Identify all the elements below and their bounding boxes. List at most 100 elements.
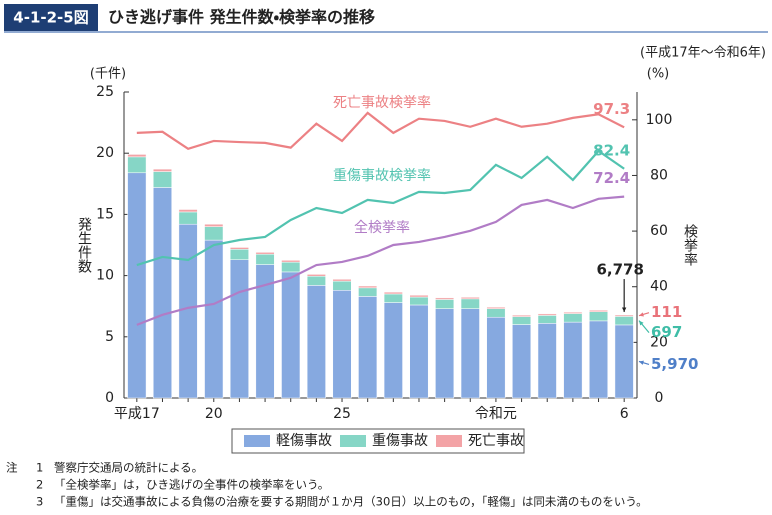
bar-segment (255, 252, 275, 255)
chart-title: ひき逃げ事件 発生件数・検挙率の推移 (108, 8, 375, 27)
annotation-arrowhead (639, 360, 644, 365)
bar-segment (358, 285, 378, 289)
bar-segment (332, 290, 352, 399)
x-tick-label: 20 (205, 406, 223, 422)
legend-swatch (436, 435, 462, 447)
bar-segment (204, 226, 224, 241)
bar-segment (229, 249, 249, 260)
bar-segment (178, 211, 198, 225)
legend-box (231, 428, 525, 454)
bar-segment (152, 168, 172, 172)
bar-segment (127, 156, 147, 174)
y2-tick-label: 60 (650, 223, 668, 239)
bar-segment (512, 324, 532, 399)
line-end-value: 97.3 (593, 100, 630, 118)
y2-tick-label: 80 (650, 167, 668, 183)
line-label: 死亡事故検挙率 (333, 95, 431, 111)
y-tick-label: 15 (96, 206, 114, 222)
bar-segment (486, 308, 506, 318)
bar-segment (358, 296, 378, 399)
y-tick-label: 10 (96, 268, 114, 284)
bar-segment (127, 172, 147, 399)
y-tick-label: 0 (105, 390, 114, 406)
y2-tick-label: 20 (650, 334, 668, 350)
bar-segment (383, 291, 403, 295)
bar-segment (255, 253, 275, 265)
bar-segment (178, 223, 198, 399)
bar-segment (435, 297, 455, 300)
y2-tick-label: 0 (655, 390, 664, 406)
line-end-value: 72.4 (593, 169, 630, 187)
bar-segment (512, 316, 532, 325)
bar-segment (306, 275, 326, 286)
bar-segment (409, 294, 429, 298)
annotation-arrowhead (622, 307, 627, 313)
x-tick-label: 25 (333, 406, 351, 422)
bar-segment (614, 316, 634, 326)
bar-segment (409, 296, 429, 306)
bar-segment (383, 302, 403, 399)
figure-number-box (4, 4, 98, 31)
bar-segment (486, 316, 506, 399)
bar-segment (229, 247, 249, 250)
y2-tick-label: 40 (650, 279, 668, 295)
legend-swatch (340, 435, 366, 447)
notes: 注 1 警察庁交通局の統計による。 2 「全検挙率」は，ひき逃げの全事件の検挙率をいう。… (6, 461, 648, 509)
bar-end-label: 697 (651, 323, 682, 341)
x-tick-label: 平成17 (114, 406, 160, 422)
bar-segment (614, 324, 634, 399)
note-number: 2 (36, 478, 43, 492)
line-label: 全検挙率 (354, 220, 410, 236)
notes-label: 注 (6, 461, 18, 475)
note-number: 3 (36, 495, 43, 509)
period: (平成17年～令和6年) (640, 46, 766, 61)
bar-segment (127, 154, 147, 158)
legend-label: 死亡事故 (468, 433, 524, 449)
legend-swatch (244, 435, 270, 447)
bar-segment (563, 321, 583, 399)
y-tick-label: 5 (105, 329, 114, 345)
legend: 軽傷事故 重傷事故 死亡事故 (244, 433, 524, 449)
line-label: 重傷事故検挙率 (333, 168, 431, 184)
bar-segment (563, 313, 583, 323)
plot: 0 5 10 15 20 25 0 20 40 60 80 100 平成17 20 25 令和元 6 死亡事故検挙… (96, 84, 698, 422)
bar-segment (152, 171, 172, 188)
bar-segment (537, 313, 557, 316)
bar-segment (229, 259, 249, 399)
bar-segment (537, 315, 557, 324)
rate-line (136, 149, 625, 267)
note-text: 「全検挙率」は，ひき逃げの全事件の検挙率をいう。 (54, 478, 329, 492)
annotation-arrowhead (639, 312, 644, 317)
bar-segment (614, 314, 634, 317)
rate-line (136, 111, 625, 150)
bar-segment (358, 287, 378, 297)
bar-segment (178, 209, 198, 213)
y-tick-label: 20 (96, 145, 114, 161)
bar-segment (435, 299, 455, 309)
bar-segment (460, 298, 480, 309)
bar-segment (486, 306, 506, 309)
figure-number: 4-1-2-5図 (13, 9, 88, 27)
y-axis-title: 発生件数 (76, 217, 92, 273)
bar-segment (563, 311, 583, 314)
bar-segment (152, 187, 172, 399)
bar-segment (204, 223, 224, 227)
note-text: 「重傷」は交通事故による負傷の治療を要する期間が１か月（30日）以上のもの，「軽… (54, 495, 648, 509)
x-tick-label: 6 (620, 406, 629, 422)
bar-segment (512, 314, 532, 317)
bar-segment (409, 304, 429, 399)
bar-segment (306, 285, 326, 399)
bar-end-label: 111 (651, 303, 682, 321)
legend-label: 軽傷事故 (276, 433, 332, 449)
note-text: 警察庁交通局の統計による。 (54, 461, 203, 475)
bar-segment (435, 308, 455, 399)
rate-line (136, 195, 625, 326)
y2-tick-label: 100 (646, 112, 673, 128)
x-tick-label: 令和元 (475, 406, 517, 422)
bar-segment (281, 261, 301, 273)
y-tick-label: 25 (96, 84, 114, 100)
annotation-arrowhead (639, 320, 644, 326)
bar-segment (589, 309, 609, 312)
line-end-value: 82.4 (593, 141, 630, 159)
